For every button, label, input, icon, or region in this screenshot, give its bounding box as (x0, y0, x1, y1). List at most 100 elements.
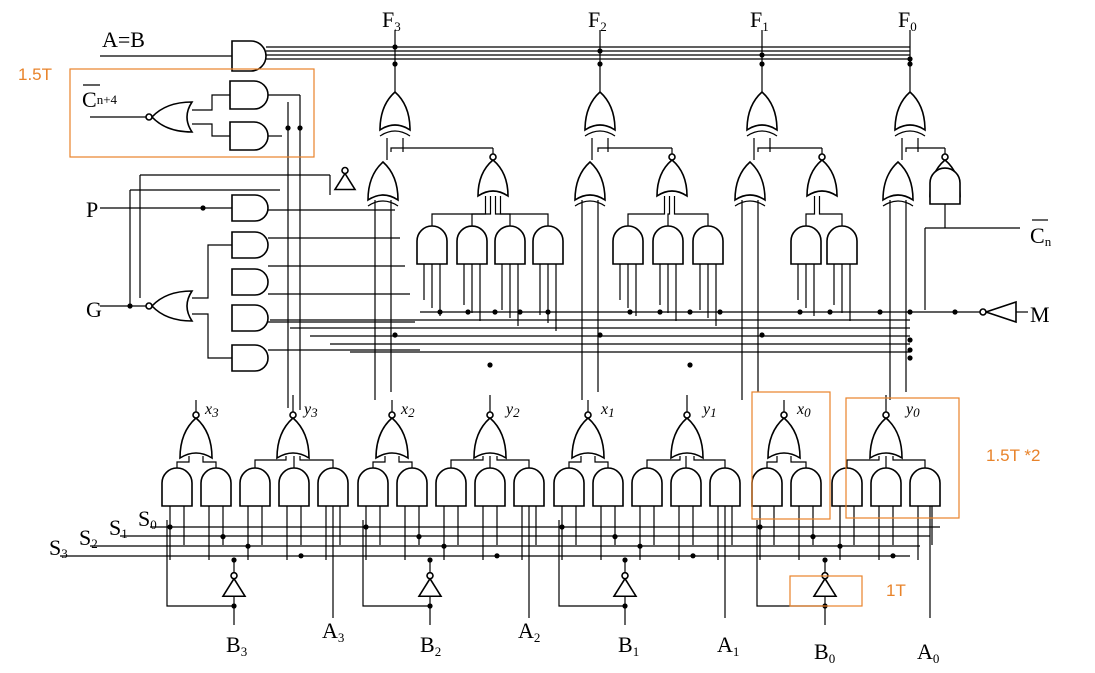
inversion-bubble (426, 571, 434, 580)
junction-dot (759, 61, 765, 67)
xor-input-arc (574, 200, 606, 207)
inversion-bubble (145, 302, 153, 310)
y-nor-gate (869, 416, 903, 460)
xy-delay-label: 1.5T *2 (986, 446, 1041, 465)
xor-input-arc (894, 130, 926, 137)
wire (176, 456, 190, 468)
label-y2: y2 (504, 401, 520, 420)
wire (299, 456, 334, 468)
input-and-gate (709, 467, 741, 507)
junction-dot (622, 557, 628, 563)
input-and-gate (357, 467, 389, 507)
label-x2: x2 (400, 401, 415, 420)
input-and-gate (553, 467, 585, 507)
x-nor-gate (375, 416, 409, 460)
wire (499, 196, 549, 226)
input-and-gate (200, 467, 232, 507)
junction-dot (392, 61, 398, 67)
junction-dot (427, 603, 433, 609)
carry-and-gate (532, 225, 564, 265)
input-and-gate (751, 467, 783, 507)
input-and-gate (670, 467, 702, 507)
m-inverter (983, 300, 1017, 324)
input-label-b0: B0 (814, 639, 835, 666)
inverter-delay-box (789, 575, 863, 607)
carry-and-gate (456, 225, 488, 265)
inversion-bubble (941, 153, 949, 161)
wire (471, 196, 492, 226)
junction-dot (907, 347, 913, 353)
junction-dot (637, 543, 643, 549)
carry-xor-gate (734, 160, 766, 202)
carry-and-gate (612, 225, 644, 265)
wire (790, 456, 807, 468)
wire (398, 456, 413, 468)
input-label-b1: B1 (618, 632, 639, 659)
wire (202, 456, 217, 468)
input-and-gate (161, 467, 193, 507)
wire (766, 456, 778, 468)
xor-input-arc (367, 200, 399, 207)
cn-nand-gate (929, 167, 961, 205)
junction-dot (622, 603, 628, 609)
junction-dot (690, 553, 696, 559)
junction-dot (545, 309, 551, 315)
carry-nor-gate (656, 158, 688, 198)
junction-dot (597, 332, 603, 338)
inversion-bubble (780, 411, 788, 419)
label-y0: y0 (904, 401, 920, 420)
junction-dot (797, 309, 803, 315)
wire (756, 520, 825, 607)
inversion-bubble (192, 411, 200, 419)
inversion-bubble (621, 571, 629, 580)
input-and-gate (396, 467, 428, 507)
junction-dot (298, 553, 304, 559)
wire (646, 456, 681, 468)
junction-dot (437, 309, 443, 315)
junction-dot (416, 534, 422, 540)
wire (805, 196, 816, 226)
g-and-gate (231, 304, 269, 332)
junction-dot (952, 309, 958, 315)
junction-dot (759, 332, 765, 338)
input-label-b2: B2 (420, 632, 441, 659)
wire (192, 123, 230, 137)
wire (818, 196, 843, 226)
input-and-gate (790, 467, 822, 507)
carry-out-nor-gate (150, 101, 194, 133)
y-nor-gate (473, 416, 507, 460)
input-label-m: M (1030, 302, 1050, 327)
input-label-g: G (86, 297, 102, 322)
y0-delay-box (845, 397, 960, 519)
carry-and-gate (416, 225, 448, 265)
input-and-gate (435, 467, 467, 507)
junction-dot (907, 355, 913, 361)
inversion-bubble (683, 411, 691, 419)
output-xor-gate (894, 90, 926, 132)
wire (597, 147, 672, 152)
junction-dot (890, 553, 896, 559)
g-and-gate (231, 231, 269, 259)
inversion-bubble (341, 166, 349, 175)
input-label-a0: A0 (917, 639, 939, 666)
wire (494, 196, 511, 226)
junction-dot (517, 309, 523, 315)
output-label-f0: F0 (898, 7, 917, 34)
input-and-gate (631, 467, 663, 507)
x-nor-gate (571, 416, 605, 460)
junction-dot (220, 534, 226, 540)
junction-dot (907, 61, 913, 67)
junction-dot (492, 309, 498, 315)
carry-nor-gate (806, 158, 838, 198)
wire (254, 456, 287, 468)
wire (667, 196, 671, 226)
wire (673, 196, 709, 226)
junction-dot (759, 52, 765, 58)
junction-dot (907, 309, 913, 315)
input-label-p: P (86, 197, 98, 222)
junction-dot (392, 44, 398, 50)
inversion-bubble (818, 153, 826, 161)
b-inverter (221, 577, 247, 598)
junction-dot (687, 362, 693, 368)
